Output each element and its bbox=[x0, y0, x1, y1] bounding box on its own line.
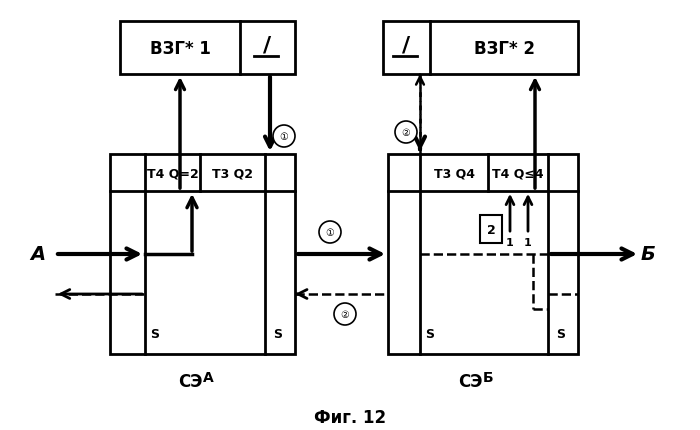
Circle shape bbox=[395, 122, 417, 144]
Text: /: / bbox=[263, 35, 272, 55]
Text: А: А bbox=[30, 245, 46, 264]
Text: Б: Б bbox=[640, 245, 655, 264]
Text: ②: ② bbox=[341, 309, 349, 319]
Circle shape bbox=[319, 221, 341, 243]
Bar bbox=[383, 22, 578, 75]
Circle shape bbox=[334, 303, 356, 325]
Text: Т3 Q2: Т3 Q2 bbox=[212, 166, 253, 180]
Text: СЭ: СЭ bbox=[458, 372, 483, 390]
Text: ①: ① bbox=[326, 227, 335, 237]
Text: Б: Б bbox=[483, 370, 493, 384]
Text: ②: ② bbox=[402, 128, 410, 138]
Text: 1: 1 bbox=[524, 237, 532, 247]
Text: S: S bbox=[556, 328, 566, 341]
Text: Т4 Q≤4: Т4 Q≤4 bbox=[492, 166, 544, 180]
Bar bbox=[388, 155, 578, 354]
Text: ВЗГ* 2: ВЗГ* 2 bbox=[473, 40, 535, 57]
Text: Т4 Q=2: Т4 Q=2 bbox=[146, 166, 198, 180]
Text: ВЗГ* 1: ВЗГ* 1 bbox=[150, 40, 211, 57]
Text: Т3 Q4: Т3 Q4 bbox=[433, 166, 475, 180]
Bar bbox=[120, 22, 295, 75]
Text: S: S bbox=[426, 328, 435, 341]
Text: /: / bbox=[402, 35, 411, 55]
Text: S: S bbox=[274, 328, 283, 341]
Text: Фиг. 12: Фиг. 12 bbox=[314, 408, 386, 426]
Text: S: S bbox=[150, 328, 160, 341]
Text: 2: 2 bbox=[486, 223, 496, 236]
Text: 1: 1 bbox=[506, 237, 514, 247]
Bar bbox=[480, 215, 502, 243]
Bar bbox=[110, 155, 295, 354]
Text: А: А bbox=[202, 370, 214, 384]
Circle shape bbox=[273, 126, 295, 147]
Text: ①: ① bbox=[279, 132, 288, 141]
Text: СЭ: СЭ bbox=[178, 372, 202, 390]
